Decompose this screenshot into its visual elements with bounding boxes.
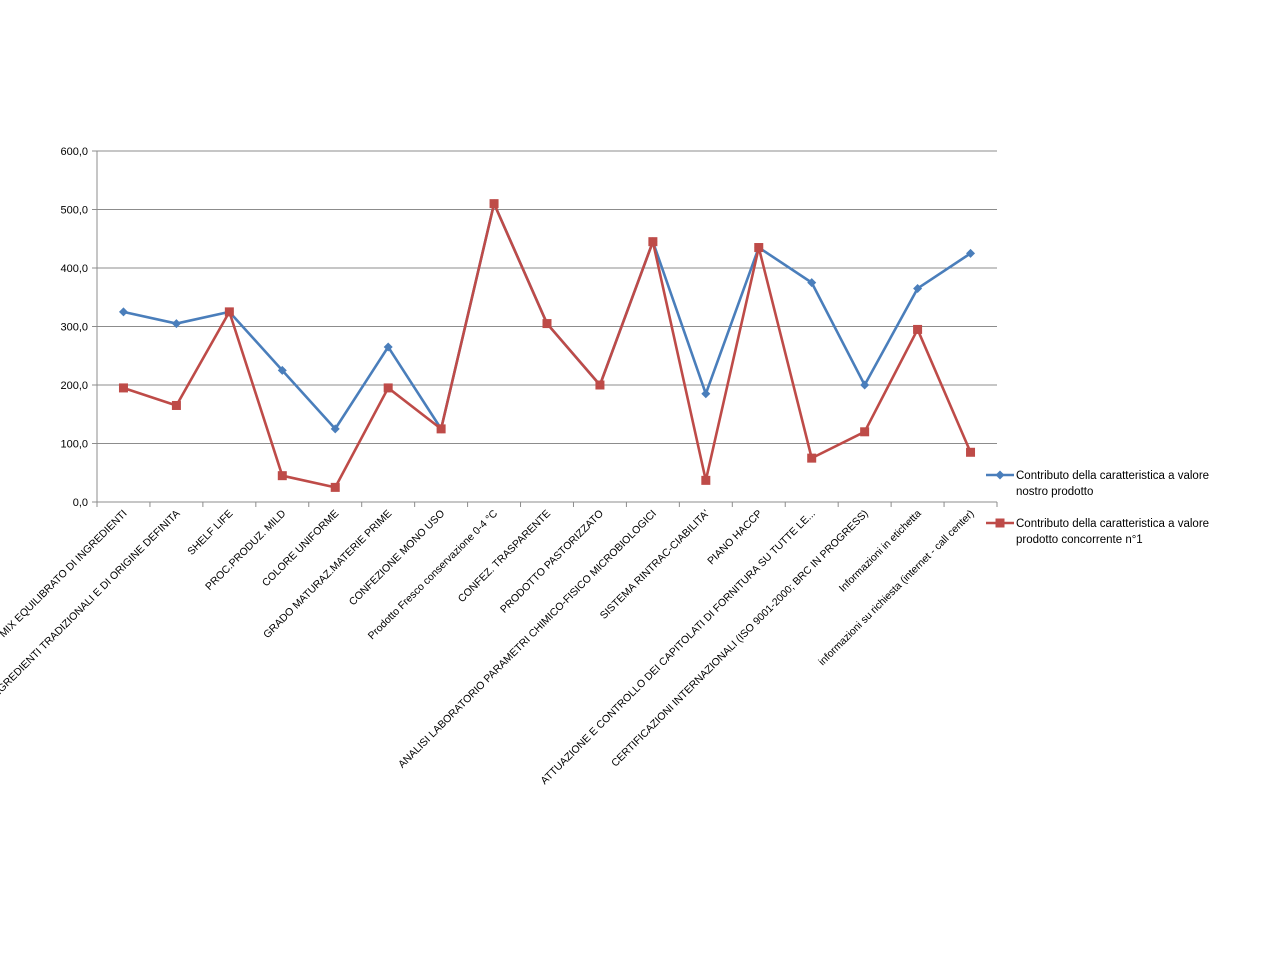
data-point bbox=[860, 380, 870, 390]
data-point bbox=[277, 471, 287, 481]
data-point bbox=[171, 319, 181, 329]
legend-label-line2: prodotto concorrente n°1 bbox=[1016, 534, 1143, 546]
data-point bbox=[966, 447, 976, 457]
legend-marker bbox=[995, 470, 1005, 480]
y-tick-label: 300,0 bbox=[60, 322, 88, 334]
legend-item-1: Contributo della caratteristica a valore… bbox=[986, 470, 1209, 498]
data-point bbox=[118, 307, 128, 317]
x-tick-label: SHELF LIFE bbox=[185, 508, 235, 558]
y-tick-label: 400,0 bbox=[60, 263, 88, 275]
data-point bbox=[383, 342, 393, 352]
x-tick-label: CERTIFICAZIONI INTERNAZIONALI (ISO 9001-… bbox=[609, 508, 871, 770]
y-tick-label: 0,0 bbox=[73, 497, 88, 509]
y-tick-label: 200,0 bbox=[60, 380, 88, 392]
x-tick-label: CONFEZ. TRASPARENTE bbox=[456, 508, 553, 605]
y-axis: 0,0 100,0 200,0 300,0 400,0 500,0 600,0 bbox=[60, 146, 98, 509]
legend: Contributo della caratteristica a valore… bbox=[986, 470, 1209, 546]
series-group bbox=[118, 199, 976, 492]
series-line bbox=[123, 202, 972, 431]
x-tick-label: ANALISI LABORATORIO PARAMETRI CHIMICO-FI… bbox=[396, 508, 659, 771]
data-point bbox=[860, 427, 870, 437]
data-point bbox=[595, 380, 605, 390]
data-point bbox=[754, 243, 764, 253]
data-point bbox=[807, 278, 817, 288]
series-1 bbox=[118, 199, 976, 434]
series-2 bbox=[118, 199, 976, 492]
y-tick-label: 100,0 bbox=[60, 439, 88, 451]
x-axis: MIX EQUILIBRATO DI INGREDIENTIINGREDIENT… bbox=[0, 502, 998, 787]
data-point bbox=[913, 283, 923, 293]
grid-lines bbox=[97, 150, 997, 503]
data-point bbox=[701, 389, 711, 399]
data-point bbox=[171, 400, 181, 410]
data-point bbox=[489, 199, 499, 209]
data-point bbox=[436, 424, 446, 434]
data-point bbox=[118, 383, 128, 393]
legend-label-line1: Contributo della caratteristica a valore bbox=[1016, 518, 1209, 530]
legend-label-line1: Contributo della caratteristica a valore bbox=[1016, 470, 1209, 482]
data-point bbox=[542, 319, 552, 329]
y-tick-label: 500,0 bbox=[60, 205, 88, 217]
x-tick-label: PRODOTTO PASTORIZZATO bbox=[498, 508, 606, 616]
legend-label-line2: nostro prodotto bbox=[1016, 486, 1093, 498]
data-point bbox=[913, 324, 923, 334]
data-point bbox=[701, 475, 711, 485]
data-point bbox=[224, 307, 234, 317]
data-point bbox=[330, 424, 340, 434]
data-point bbox=[277, 365, 287, 375]
x-tick-label: PIANO HACCP bbox=[705, 508, 765, 568]
data-point bbox=[330, 482, 340, 492]
data-point bbox=[966, 248, 976, 258]
legend-marker bbox=[995, 518, 1005, 528]
data-point bbox=[648, 237, 658, 247]
data-point bbox=[383, 383, 393, 393]
legend-item-2: Contributo della caratteristica a valore… bbox=[986, 518, 1209, 546]
x-tick-label: SISTEMA RINTRAC-CIABILITA' bbox=[598, 508, 712, 622]
data-point bbox=[807, 453, 817, 463]
x-tick-label: CONFEZIONE MONO USO bbox=[347, 508, 447, 608]
y-tick-label: 600,0 bbox=[60, 146, 88, 158]
